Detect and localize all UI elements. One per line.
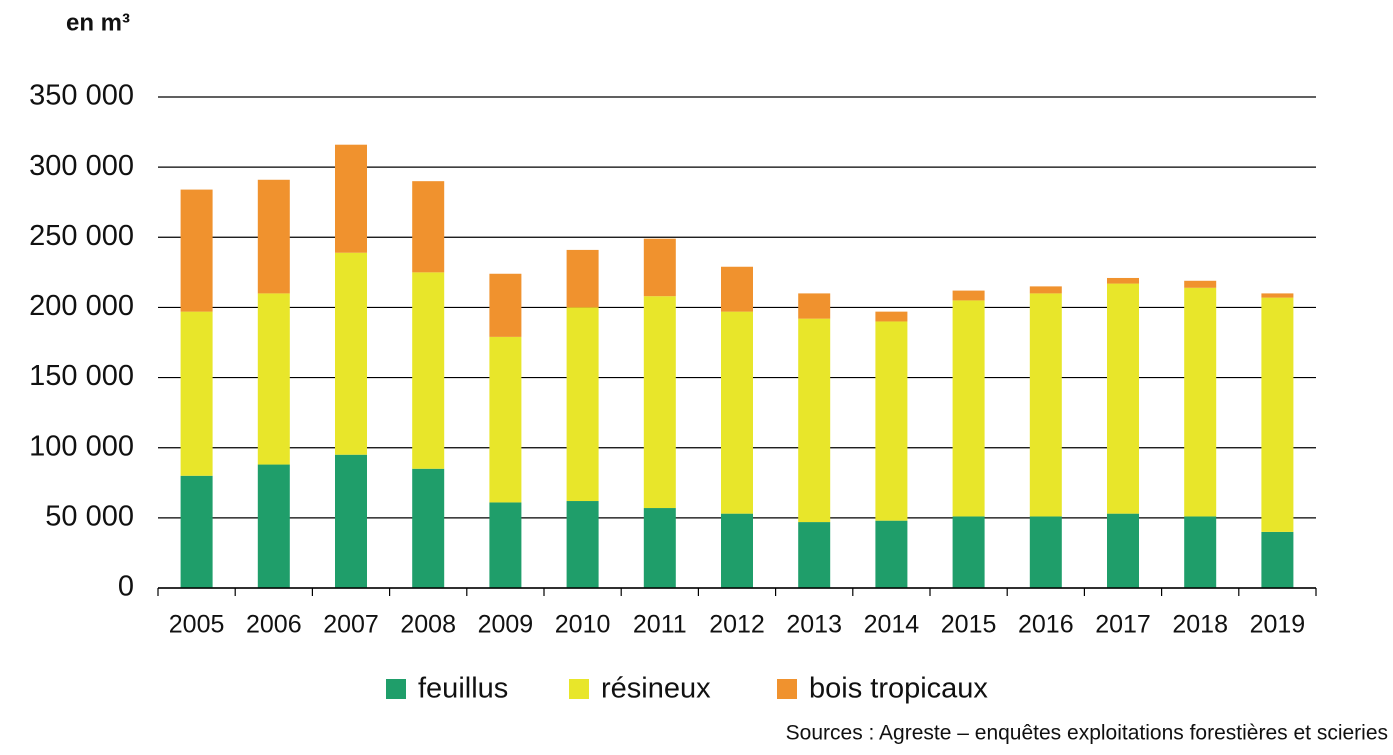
x-tick-label: 2007 — [323, 611, 379, 639]
y-tick-label: 300 000 — [29, 150, 134, 182]
bar-segment — [412, 272, 445, 469]
legend-label: feuillus — [418, 673, 508, 705]
bar-segment — [643, 508, 676, 588]
bar-segment — [1029, 293, 1062, 517]
bar-segment — [643, 296, 676, 509]
x-tick-label: 2012 — [709, 611, 765, 639]
x-tick-label: 2015 — [941, 611, 997, 639]
bar-segment — [489, 336, 522, 503]
source: Sources : Agreste – enquêtes exploitatio… — [786, 722, 1388, 745]
x-tick-label: 2013 — [786, 611, 842, 639]
bar-segment — [952, 290, 985, 301]
bar-segment — [1261, 531, 1294, 588]
legend-swatch — [569, 679, 589, 699]
x-tick-label: 2019 — [1250, 611, 1306, 639]
bar-segment — [566, 501, 599, 588]
bar-segment — [643, 238, 676, 297]
y-tick-label: 250 000 — [29, 220, 134, 252]
bar-segment — [566, 307, 599, 502]
x-tick-label: 2009 — [478, 611, 534, 639]
bar-segment — [412, 468, 445, 588]
legend-swatch — [777, 679, 797, 699]
y-tick-label: 100 000 — [29, 430, 134, 462]
x-tick-label: 2006 — [246, 611, 302, 639]
x-tick-label: 2008 — [400, 611, 456, 639]
x-tick-label: 2010 — [555, 611, 611, 639]
bar-segment — [566, 249, 599, 308]
bar-segment — [1107, 277, 1139, 284]
bar-segment — [875, 311, 908, 322]
bar-segment — [798, 318, 831, 523]
bar-segment — [335, 252, 367, 455]
bar-segment — [257, 179, 290, 294]
bar-segment — [257, 464, 290, 588]
bar-segment — [335, 454, 367, 588]
legend-label: bois tropicaux — [809, 673, 988, 705]
bar-segment — [489, 273, 522, 337]
y-tick-label: 150 000 — [29, 360, 134, 392]
bar-segment — [1261, 293, 1294, 298]
bar-segment — [1029, 516, 1062, 588]
bar-segment — [721, 266, 753, 312]
bar-segment — [875, 520, 908, 588]
bar-segment — [180, 189, 213, 312]
legend-label: résineux — [601, 673, 711, 705]
bar-segment — [1107, 513, 1139, 588]
bar-segment — [257, 293, 290, 465]
bar-segment — [798, 522, 831, 588]
x-tick-label: 2005 — [169, 611, 225, 639]
bar-segment — [1184, 287, 1217, 517]
bar-segment — [1261, 297, 1294, 532]
bar-segment — [798, 293, 831, 319]
x-tick-label: 2011 — [633, 611, 687, 639]
bar-segment — [952, 516, 985, 588]
bar-segment — [1184, 280, 1217, 288]
bar-segment — [1184, 516, 1217, 588]
y-axis-label: en m³ — [66, 9, 130, 36]
bar-segment — [180, 475, 213, 588]
y-tick-label: 350 000 — [29, 80, 134, 112]
bar-segment — [721, 513, 753, 588]
bar-segment — [952, 300, 985, 517]
x-tick-label: 2017 — [1095, 611, 1151, 639]
bar-segment — [412, 181, 445, 273]
bar-segment — [875, 321, 908, 521]
bar-segment — [489, 502, 522, 588]
bar-segment — [1029, 286, 1062, 294]
x-tick-label: 2014 — [864, 611, 920, 639]
x-tick-label: 2016 — [1018, 611, 1074, 639]
bar-segment — [1107, 283, 1139, 514]
bar-segment — [335, 144, 367, 253]
x-tick-label: 2018 — [1172, 611, 1228, 639]
y-tick-label: 50 000 — [45, 501, 134, 533]
bar-segment — [180, 311, 213, 476]
y-tick-label: 0 — [118, 571, 134, 603]
bar-segment — [721, 311, 753, 514]
legend-swatch — [386, 679, 406, 699]
y-tick-label: 200 000 — [29, 290, 134, 322]
